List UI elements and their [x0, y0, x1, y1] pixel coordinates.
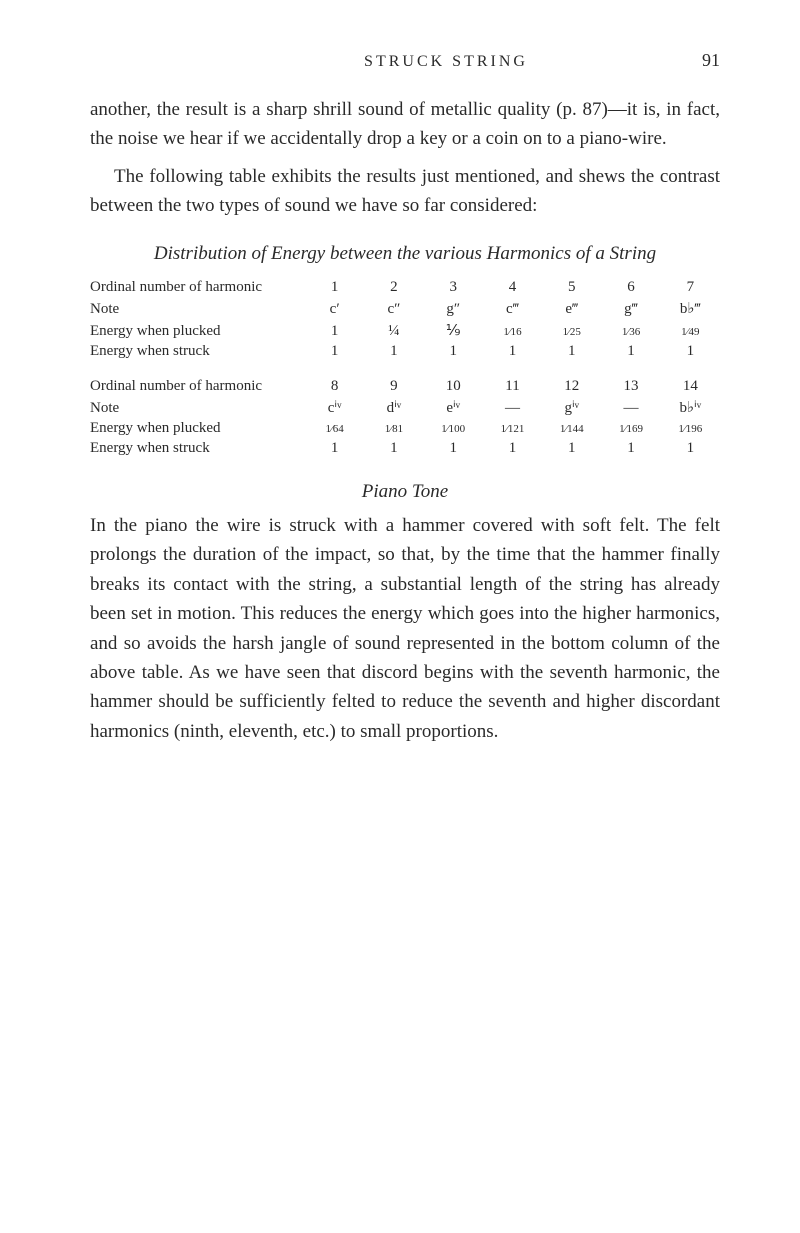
table-cell: — — [483, 400, 542, 417]
table-cell: gⁱᵛ — [542, 398, 601, 417]
table-cell: 1 — [424, 343, 483, 360]
table-cell: 1 — [364, 440, 423, 457]
table-cell: 12 — [542, 378, 601, 395]
table-cell: 1⁄81 — [364, 423, 423, 435]
table-cell: c′ — [305, 301, 364, 318]
table-cell: 3 — [424, 279, 483, 296]
header-title: STRUCK STRING — [190, 53, 702, 71]
table-cell: c‴ — [483, 301, 542, 318]
table-cell: 7 — [661, 279, 720, 296]
table-row: Note c′ c″ g″ c‴ e‴ g‴ b♭‴ — [90, 299, 720, 318]
table-cell: g″ — [424, 301, 483, 318]
table-cell: 1 — [305, 343, 364, 360]
table-cell: 1⁄49 — [661, 326, 720, 338]
table-row: Ordinal number of harmonic 1 2 3 4 5 6 7 — [90, 279, 720, 296]
table-cell: 9 — [364, 378, 423, 395]
table-label: Energy when struck — [90, 343, 305, 360]
table-cell: 4 — [483, 279, 542, 296]
table-cell: 1⁄121 — [483, 423, 542, 435]
table-row: Energy when plucked 1 ¼ ⅑ 1⁄16 1⁄25 1⁄36… — [90, 321, 720, 340]
table-cell: 14 — [661, 378, 720, 395]
paragraph-3: In the piano the wire is struck with a h… — [90, 511, 720, 747]
table-cell: b♭ⁱᵛ — [661, 398, 720, 417]
table-cell: 1 — [483, 343, 542, 360]
table-1: Ordinal number of harmonic 1 2 3 4 5 6 7… — [90, 279, 720, 360]
table-row: Note cⁱᵛ dⁱᵛ eⁱᵛ — gⁱᵛ — b♭ⁱᵛ — [90, 398, 720, 417]
table-cell: 1⁄100 — [424, 423, 483, 435]
table-cell: 1⁄36 — [601, 326, 660, 338]
table-label: Note — [90, 301, 305, 318]
paragraph-1: another, the result is a sharp shrill so… — [90, 95, 720, 154]
table-row: Ordinal number of harmonic 8 9 10 11 12 … — [90, 378, 720, 395]
table-cell: e‴ — [542, 301, 601, 318]
table-row: Energy when plucked 1⁄64 1⁄81 1⁄100 1⁄12… — [90, 420, 720, 437]
table-cell: 6 — [601, 279, 660, 296]
table-cell: b♭‴ — [661, 299, 720, 318]
table-cell: 1⁄64 — [305, 423, 364, 435]
table-2: Ordinal number of harmonic 8 9 10 11 12 … — [90, 378, 720, 457]
section-title: Distribution of Energy between the vario… — [90, 243, 720, 265]
table-row: Energy when struck 1 1 1 1 1 1 1 — [90, 440, 720, 457]
table-cell: 13 — [601, 378, 660, 395]
table-cell: 1 — [364, 343, 423, 360]
subsection-title: Piano Tone — [90, 481, 720, 503]
table-cell: 1⁄144 — [542, 423, 601, 435]
table-cell: 1⁄169 — [601, 423, 660, 435]
table-label: Energy when struck — [90, 440, 305, 457]
table-cell: ¼ — [364, 323, 423, 340]
table-cell: 1 — [661, 440, 720, 457]
paragraph-2: The following table exhibits the results… — [90, 162, 720, 221]
table-label: Note — [90, 400, 305, 417]
table-cell: 1 — [305, 440, 364, 457]
table-cell: 1 — [483, 440, 542, 457]
table-cell: 1 — [542, 440, 601, 457]
table-cell: 1 — [601, 343, 660, 360]
table-cell: 1⁄196 — [661, 423, 720, 435]
table-cell: 1 — [661, 343, 720, 360]
table-label: Energy when plucked — [90, 323, 305, 340]
table-cell: 5 — [542, 279, 601, 296]
table-cell: 1 — [601, 440, 660, 457]
table-cell: 8 — [305, 378, 364, 395]
table-cell: dⁱᵛ — [364, 398, 423, 417]
table-cell: 11 — [483, 378, 542, 395]
table-cell: — — [601, 400, 660, 417]
table-cell: 2 — [364, 279, 423, 296]
table-cell: cⁱᵛ — [305, 398, 364, 417]
page-header: STRUCK STRING 91 — [90, 50, 720, 71]
table-cell: 1 — [305, 279, 364, 296]
table-cell: 1 — [542, 343, 601, 360]
table-cell: 10 — [424, 378, 483, 395]
table-cell: 1⁄16 — [483, 326, 542, 338]
table-label: Ordinal number of harmonic — [90, 378, 305, 395]
table-cell: g‴ — [601, 301, 660, 318]
table-cell: eⁱᵛ — [424, 398, 483, 417]
table-cell: 1 — [305, 323, 364, 340]
table-cell: c″ — [364, 301, 423, 318]
table-row: Energy when struck 1 1 1 1 1 1 1 — [90, 343, 720, 360]
table-label: Energy when plucked — [90, 420, 305, 437]
page-number: 91 — [702, 50, 720, 71]
table-cell: 1 — [424, 440, 483, 457]
table-cell: 1⁄25 — [542, 326, 601, 338]
table-label: Ordinal number of harmonic — [90, 279, 305, 296]
table-cell: ⅑ — [424, 321, 483, 340]
